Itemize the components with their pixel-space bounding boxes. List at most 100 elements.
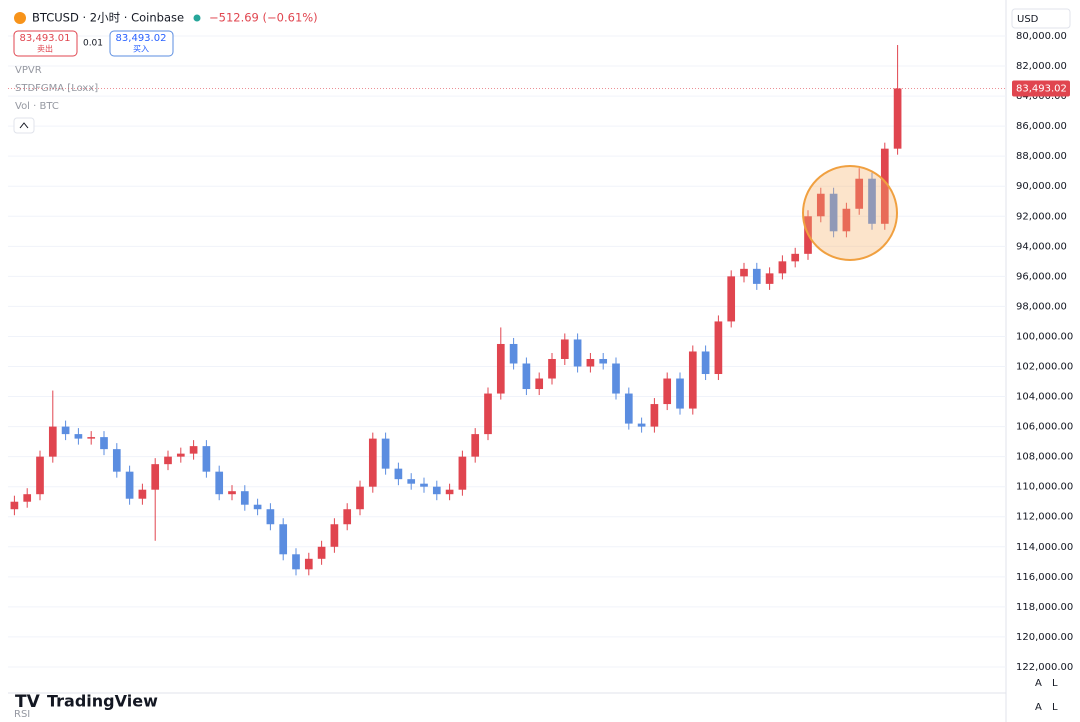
y-tick-label: 92,000.00 — [1016, 211, 1067, 222]
candle-body — [330, 524, 339, 547]
candle-body — [624, 393, 633, 424]
candle-body — [816, 193, 825, 217]
spread: 0.01 — [83, 39, 103, 49]
candle-body — [253, 504, 262, 510]
candle-body — [292, 554, 300, 570]
brand: TV — [15, 692, 41, 712]
candle-body — [727, 276, 736, 322]
candle-body — [586, 358, 595, 367]
y-tick-label: 106,000.00 — [1016, 422, 1073, 433]
y-tick-label: 102,000.00 — [1016, 362, 1073, 373]
buy-label: 买入 — [133, 45, 149, 54]
scale-button[interactable]: A — [1035, 702, 1042, 713]
y-tick-label: 108,000.00 — [1016, 452, 1073, 463]
y-tick-label: 82,000.00 — [1016, 61, 1067, 72]
y-tick-label: 110,000.00 — [1016, 482, 1073, 493]
y-tick-label: 88,000.00 — [1016, 151, 1067, 162]
candle-body — [701, 351, 710, 375]
y-tick-label: 122,000.00 — [1016, 662, 1073, 673]
y-tick-label: 112,000.00 — [1016, 512, 1073, 523]
candle-body — [663, 378, 672, 405]
candle-body — [151, 464, 160, 490]
grid — [8, 35, 1006, 668]
candle-body — [573, 339, 582, 367]
y-tick-label: 90,000.00 — [1016, 181, 1067, 192]
candle-body — [842, 208, 851, 232]
buy-button[interactable] — [109, 30, 174, 57]
sell-price: 83,493.01 — [20, 33, 71, 44]
candle-body — [688, 351, 697, 409]
candle-body — [791, 253, 800, 262]
candle-body — [893, 88, 902, 149]
candle-body — [868, 178, 876, 224]
candle-body — [714, 321, 723, 375]
candle-body — [189, 446, 198, 454]
y-tick-label: 100,000.00 — [1016, 331, 1073, 342]
change: −512.69 (−0.61%) — [209, 11, 318, 25]
candle-body — [164, 456, 172, 465]
candle-body — [676, 378, 684, 409]
candle-body — [304, 558, 313, 570]
scale-button[interactable]: A — [1035, 678, 1042, 689]
y-tick-label: 118,000.00 — [1016, 602, 1073, 613]
candles — [10, 45, 902, 576]
last-price-tag — [1012, 80, 1070, 97]
y-tick-label: 94,000.00 — [1016, 241, 1067, 252]
candle-body — [522, 363, 531, 390]
candle-body — [266, 509, 275, 525]
candle-body — [23, 494, 32, 502]
candle-body — [240, 491, 249, 505]
candle-body — [394, 468, 403, 480]
candle-body — [356, 486, 364, 510]
y-tick-label: 120,000.00 — [1016, 632, 1073, 643]
status-dot — [193, 14, 201, 22]
candle-body — [112, 449, 121, 472]
candle-body — [61, 426, 70, 435]
collapse-button[interactable] — [13, 117, 35, 134]
candle-body — [855, 178, 864, 209]
candle-body — [368, 438, 377, 487]
candle-body — [48, 426, 57, 457]
candle-body — [202, 446, 211, 472]
candle-body — [765, 273, 774, 284]
candle-body — [612, 363, 620, 394]
y-tick-label: 98,000.00 — [1016, 301, 1067, 312]
symbol: BTCUSD · 2小时 · Coinbase — [32, 11, 184, 25]
candle-body — [432, 486, 441, 495]
y-tick-label: 80,000.00 — [1016, 31, 1067, 42]
candle-body — [279, 524, 288, 555]
candle-body — [560, 339, 569, 359]
scale-button[interactable]: L — [1052, 702, 1058, 713]
y-tick-label: 104,000.00 — [1016, 392, 1073, 403]
brand: TradingView — [47, 692, 158, 711]
indicator[interactable]: Vol · BTC — [15, 101, 59, 112]
last-price-label: 83,493.02 — [1016, 83, 1067, 94]
candle-body — [880, 148, 889, 224]
candle-body — [637, 423, 646, 427]
highlight-circle — [802, 165, 898, 261]
indicator[interactable]: VPVR — [15, 65, 42, 76]
candle-body — [420, 483, 428, 487]
candle-body — [471, 434, 480, 457]
currency-button[interactable] — [1011, 8, 1071, 29]
candle-body — [740, 268, 748, 277]
candle-body — [74, 434, 83, 439]
sell-button[interactable] — [13, 30, 78, 57]
candle-body — [778, 261, 787, 274]
candle-body — [343, 509, 352, 525]
candle-body — [458, 456, 467, 490]
y-tick-label: 116,000.00 — [1016, 572, 1073, 583]
candle-body — [548, 358, 556, 379]
candle-body — [317, 546, 326, 559]
candle-body — [100, 437, 108, 450]
candle-body — [228, 491, 236, 495]
btc-icon — [14, 12, 26, 24]
candle-body — [36, 456, 44, 495]
candle-body — [125, 471, 134, 499]
buy-price: 83,493.02 — [116, 33, 167, 44]
candle-body — [535, 378, 544, 390]
collapse-icon — [19, 122, 29, 129]
scale-button[interactable]: L — [1052, 678, 1058, 689]
candle-body — [484, 393, 492, 435]
